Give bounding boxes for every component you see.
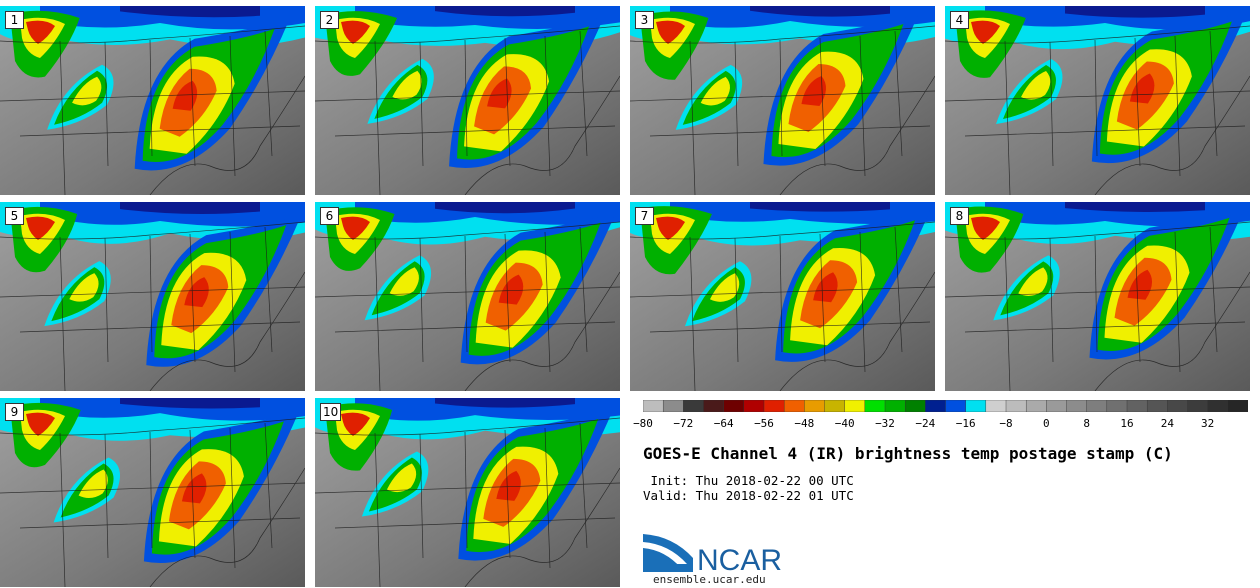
map-panel-10: 10	[315, 398, 620, 587]
colorbar-segment	[864, 400, 886, 412]
panel-number: 8	[950, 207, 969, 225]
panel-number: 7	[635, 207, 654, 225]
colorbar-tick-label: −56	[754, 417, 774, 430]
valid-time: Valid: Thu 2018-02-22 01 UTC	[643, 488, 854, 503]
init-time: Init: Thu 2018-02-22 00 UTC	[643, 473, 854, 488]
colorbar-segment	[1126, 400, 1148, 412]
map-panel-8: 8	[945, 202, 1250, 391]
colorbar-segment	[1005, 400, 1027, 412]
panel-number: 1	[5, 11, 24, 29]
map-panel-6: 6	[315, 202, 620, 391]
colorbar-tick-label: −72	[673, 417, 694, 430]
map-panel-9: 9	[0, 398, 305, 587]
colorbar-tick-label: −40	[834, 417, 855, 430]
colorbar-tick-label: −8	[999, 417, 1013, 430]
colorbar-segment	[1086, 400, 1108, 412]
colorbar-segment	[643, 400, 664, 412]
colorbar-segment	[703, 400, 725, 412]
colorbar-segment	[925, 400, 946, 412]
colorbar-tick-label: 16	[1120, 417, 1134, 430]
colorbar-tick-label: 24	[1160, 417, 1174, 430]
colorbar-tick-label: −64	[713, 417, 734, 430]
colorbar-tick-label: −16	[955, 417, 976, 430]
colorbar-segment	[804, 400, 826, 412]
logo-text: NCAR	[697, 544, 782, 572]
panel-number: 3	[635, 11, 654, 29]
colorbar-segment	[783, 400, 805, 412]
colorbar-segment	[1025, 400, 1047, 412]
map-panel-7: 7	[630, 202, 935, 391]
colorbar-segment	[1146, 400, 1168, 412]
map-panel-2: 2	[315, 6, 620, 195]
colorbar-tick-label: −32	[875, 417, 895, 430]
colorbar-segment	[904, 400, 926, 412]
colorbar-segment	[763, 400, 785, 412]
colorbar-segment	[965, 400, 987, 412]
colorbar-tick-label: −80	[633, 417, 653, 430]
panel-number: 9	[5, 403, 24, 421]
colorbar-segment	[884, 400, 906, 412]
colorbar-tick-label: −24	[915, 417, 936, 430]
colorbar-segment	[1187, 400, 1209, 412]
panel-number: 6	[320, 207, 339, 225]
colorbar-segment	[1066, 400, 1088, 412]
colorbar-segment	[945, 400, 967, 412]
colorbar-tick-label: 32	[1201, 417, 1215, 430]
colorbar-tick-label: 8	[1083, 417, 1090, 430]
colorbar-segment	[1227, 400, 1248, 412]
colorbar-segment	[1106, 400, 1128, 412]
colorbar-tick-label: 0	[1043, 417, 1050, 430]
colorbar-segment	[1207, 400, 1229, 412]
colorbar-tick-label: −48	[794, 417, 815, 430]
map-panel-5: 5	[0, 202, 305, 391]
ncar-logo: NCAR	[643, 534, 782, 572]
colorbar-segment	[743, 400, 765, 412]
panel-number: 2	[320, 11, 339, 29]
colorbar	[643, 400, 1248, 412]
map-panel-4: 4	[945, 6, 1250, 195]
colorbar-segment	[985, 400, 1007, 412]
colorbar-segment	[723, 400, 745, 412]
panel-number: 4	[950, 11, 969, 29]
map-panel-1: 1	[0, 6, 305, 195]
colorbar-segment	[1167, 400, 1189, 412]
panel-number: 5	[5, 207, 24, 225]
colorbar-segment	[662, 400, 684, 412]
map-panel-3: 3	[630, 6, 935, 195]
colorbar-segment	[1046, 400, 1067, 412]
panel-number: 10	[320, 403, 342, 421]
colorbar-segment	[683, 400, 705, 412]
colorbar-tick-labels: −80 −72 −64 −56 −48 −40 −32 −24 −16 −8 0 8 16 24 32	[620, 417, 1260, 431]
colorbar-segment	[824, 400, 846, 412]
colorbar-segment	[844, 400, 866, 412]
logo-url: ensemble.ucar.edu	[653, 573, 766, 586]
chart-title: GOES-E Channel 4 (IR) brightness temp po…	[643, 444, 1173, 463]
